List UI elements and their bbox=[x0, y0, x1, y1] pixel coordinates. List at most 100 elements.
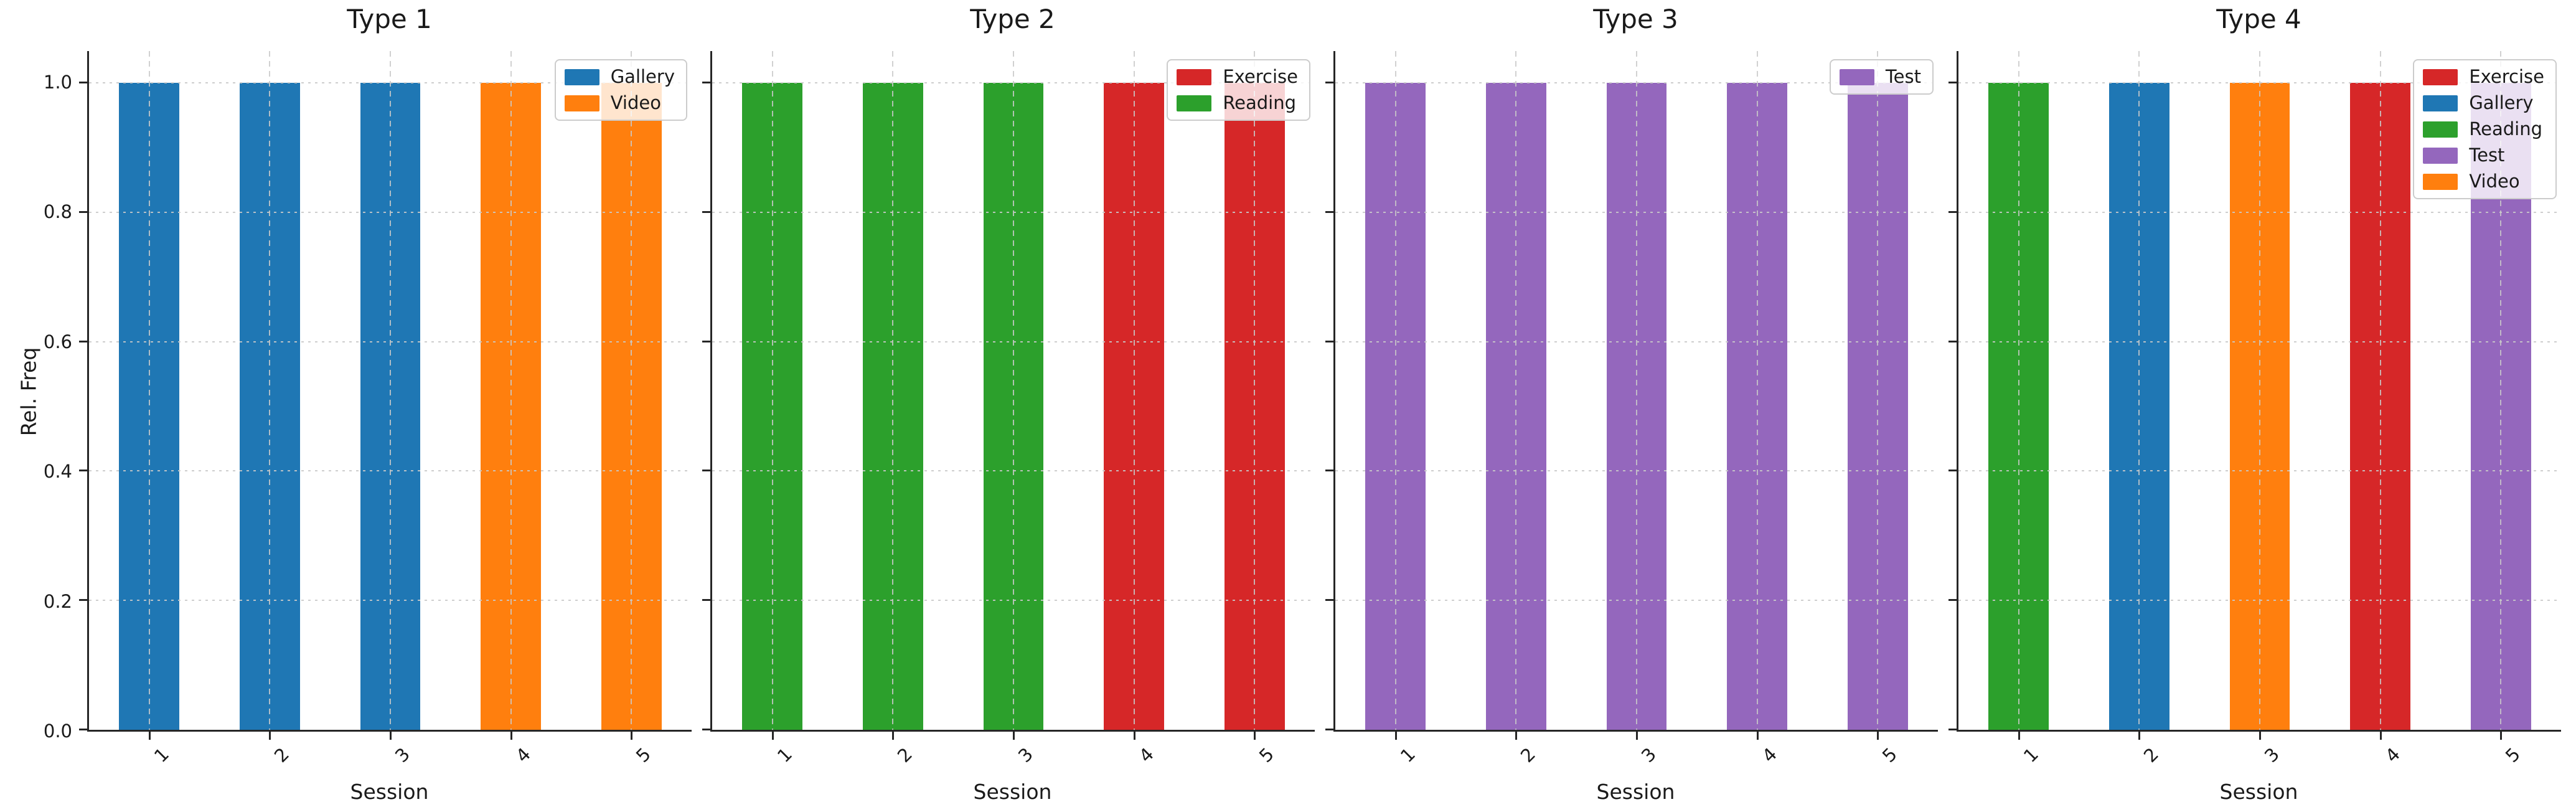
y-tick-mark bbox=[702, 729, 710, 730]
x-axis-label: Session bbox=[2219, 780, 2298, 804]
gridline-vertical bbox=[771, 51, 773, 730]
legend-item-reading: Reading bbox=[1177, 94, 1298, 112]
x-tick-mark bbox=[1515, 732, 1518, 740]
gridline-vertical bbox=[269, 51, 271, 730]
x-tick-label: 1 bbox=[149, 744, 173, 767]
exercise-swatch-icon bbox=[1177, 68, 1212, 85]
x-tick-label: 5 bbox=[1255, 744, 1279, 767]
y-tick-label: 0.2 bbox=[43, 590, 72, 612]
y-tick-label: 1.0 bbox=[43, 72, 72, 93]
panel-title: Type 3 bbox=[1593, 4, 1678, 34]
gridline-vertical bbox=[510, 51, 512, 730]
y-tick-label: 0.4 bbox=[43, 461, 72, 483]
legend: Gallery Video bbox=[554, 59, 687, 121]
panel-title: Type 2 bbox=[970, 4, 1055, 34]
gridline-horizontal bbox=[89, 600, 692, 602]
gridline-horizontal bbox=[1958, 600, 2561, 602]
legend-label: Exercise bbox=[1223, 66, 1298, 87]
x-tick-mark bbox=[1756, 732, 1759, 740]
video-swatch-icon bbox=[2423, 173, 2458, 190]
gridline-vertical bbox=[1394, 51, 1396, 730]
reading-swatch-icon bbox=[1177, 95, 1212, 111]
legend-item-reading: Reading bbox=[2423, 120, 2544, 138]
y-tick-mark bbox=[1948, 470, 1957, 472]
x-tick-mark bbox=[2259, 732, 2261, 740]
x-tick-mark bbox=[1877, 732, 1879, 740]
y-tick-mark bbox=[79, 81, 87, 83]
x-tick-mark bbox=[1133, 732, 1135, 740]
x-tick-label: 4 bbox=[2381, 744, 2404, 767]
gridline-vertical bbox=[2500, 51, 2502, 730]
x-tick-mark bbox=[269, 732, 271, 740]
gridline-horizontal bbox=[1958, 82, 2561, 83]
gridline-vertical bbox=[1636, 51, 1637, 730]
gridline-horizontal bbox=[712, 470, 1315, 472]
test-swatch-icon bbox=[1839, 68, 1874, 85]
gridline-vertical bbox=[1254, 51, 1256, 730]
y-tick-mark bbox=[702, 340, 710, 342]
x-tick-mark bbox=[1013, 732, 1015, 740]
x-tick-mark bbox=[148, 732, 151, 740]
gridline-vertical bbox=[1515, 51, 1517, 730]
legend-label: Reading bbox=[1223, 92, 1297, 113]
gridline-horizontal bbox=[1335, 600, 1938, 602]
legend-item-gallery: Gallery bbox=[564, 66, 675, 87]
legend-label: Test bbox=[1885, 66, 1921, 87]
gridline-vertical bbox=[148, 51, 150, 730]
y-tick-label: 0.0 bbox=[43, 720, 72, 742]
y-tick-mark bbox=[1948, 340, 1957, 342]
gridline-vertical bbox=[892, 51, 894, 730]
legend-label: Gallery bbox=[610, 66, 675, 87]
gridline-horizontal bbox=[712, 211, 1315, 213]
gridline-horizontal bbox=[712, 600, 1315, 602]
y-tick-mark bbox=[1325, 599, 1333, 602]
gridline-horizontal bbox=[1958, 470, 2561, 472]
x-tick-label: 5 bbox=[632, 744, 656, 767]
x-tick-label: 2 bbox=[893, 744, 917, 767]
plot-area-3: 1 2 3 4 5 Test bbox=[1325, 51, 1938, 767]
gridline-horizontal bbox=[712, 82, 1315, 83]
y-tick-mark bbox=[1325, 81, 1333, 83]
x-axis-label: Session bbox=[973, 780, 1052, 804]
y-tick-mark bbox=[702, 599, 710, 602]
gridline-horizontal bbox=[1335, 341, 1938, 342]
gridline-vertical bbox=[390, 51, 391, 730]
legend-label: Test bbox=[2469, 144, 2505, 166]
gridline-vertical bbox=[1133, 51, 1135, 730]
legend-label: Video bbox=[610, 92, 661, 113]
x-tick-label: 1 bbox=[1396, 744, 1419, 767]
y-tick-mark bbox=[1325, 210, 1333, 213]
x-tick-mark bbox=[390, 732, 392, 740]
x-tick-mark bbox=[631, 732, 633, 740]
x-tick-label: 4 bbox=[511, 744, 535, 767]
gridline-horizontal bbox=[1958, 211, 2561, 213]
legend-item-exercise: Exercise bbox=[2423, 68, 2544, 86]
x-tick-mark bbox=[1254, 732, 1256, 740]
gridline-horizontal bbox=[712, 341, 1315, 342]
x-tick-label: 3 bbox=[1013, 744, 1038, 767]
gridline-vertical bbox=[1013, 51, 1014, 730]
y-tick-mark bbox=[79, 210, 87, 213]
gridline-vertical bbox=[2138, 51, 2140, 730]
gridline-vertical bbox=[2018, 51, 2019, 730]
gridline-vertical bbox=[1877, 51, 1879, 730]
test-swatch-icon bbox=[2423, 147, 2458, 164]
x-tick-label: 5 bbox=[2501, 744, 2525, 767]
x-tick-label: 4 bbox=[1134, 744, 1158, 767]
video-swatch-icon bbox=[564, 95, 599, 111]
y-tick-mark bbox=[79, 470, 87, 472]
legend-item-test: Test bbox=[2423, 146, 2544, 164]
gridline-horizontal bbox=[1335, 211, 1938, 213]
gridline-horizontal bbox=[89, 470, 692, 472]
gridline-horizontal bbox=[89, 341, 692, 342]
x-tick-label: 3 bbox=[390, 744, 415, 767]
plot-area-1: 1 2 3 4 5 Gallery Video bbox=[79, 51, 692, 767]
x-axis-label: Session bbox=[350, 780, 429, 804]
legend-item-test: Test bbox=[1839, 66, 1921, 87]
x-tick-mark bbox=[1394, 732, 1397, 740]
panel-title: Type 4 bbox=[2216, 4, 2301, 34]
gallery-swatch-icon bbox=[564, 68, 599, 85]
x-tick-label: 1 bbox=[2019, 744, 2042, 767]
x-tick-mark bbox=[2500, 732, 2503, 740]
